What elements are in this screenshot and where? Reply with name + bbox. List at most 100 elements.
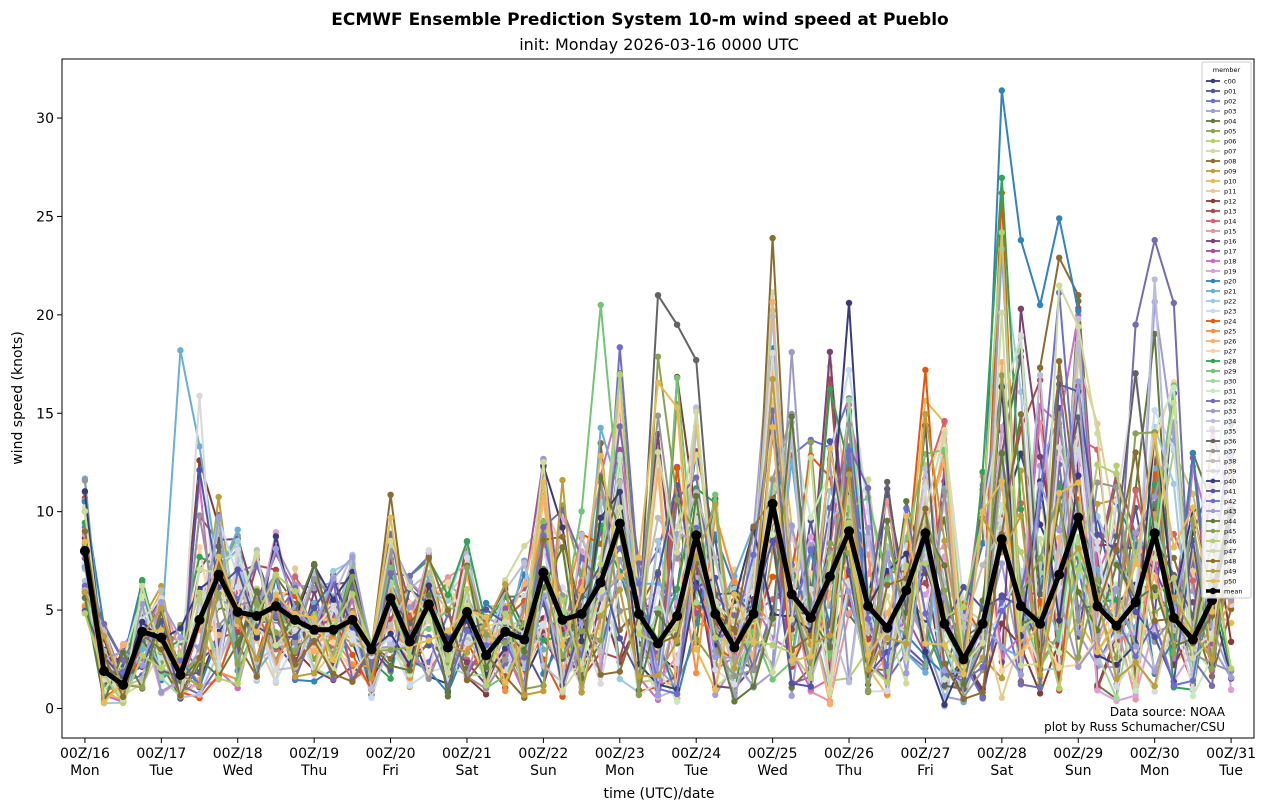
member-point — [521, 559, 528, 567]
mean-point — [79, 546, 90, 556]
legend-item: p13 — [1206, 207, 1236, 215]
member-point — [769, 669, 776, 676]
legend-label: p15 — [1224, 227, 1236, 235]
member-point — [673, 585, 681, 592]
x-tick-label-day: Mon — [70, 763, 100, 779]
member-point — [502, 656, 509, 663]
member-point — [425, 637, 432, 644]
member-point — [960, 613, 967, 621]
member-point — [616, 573, 623, 581]
member-point — [845, 366, 853, 374]
member-point — [998, 675, 1005, 682]
legend-marker — [1210, 428, 1216, 434]
member-point — [100, 699, 108, 706]
legend-marker — [1210, 308, 1216, 314]
member-point — [826, 348, 834, 356]
mean-point — [672, 611, 683, 621]
member-point — [884, 687, 891, 695]
member-point — [272, 545, 280, 552]
member-point — [387, 641, 394, 648]
member-point — [1227, 674, 1235, 681]
member-point — [234, 583, 241, 591]
member-point — [463, 538, 471, 545]
member-point — [253, 655, 260, 663]
member-point — [788, 349, 795, 356]
member-point — [826, 632, 834, 639]
legend-label: p30 — [1224, 377, 1236, 385]
member-point — [425, 616, 432, 623]
member-point — [1094, 538, 1101, 546]
member-point — [845, 471, 853, 478]
member-point — [922, 505, 929, 512]
member-point — [1075, 545, 1082, 552]
member-point — [1189, 677, 1197, 684]
member-point — [1056, 358, 1063, 365]
member-point — [1113, 694, 1120, 702]
member-point — [1132, 659, 1139, 666]
legend-marker — [1210, 438, 1216, 444]
member-point — [311, 560, 318, 568]
member-point — [1132, 321, 1139, 328]
member-point — [330, 602, 337, 609]
member-point — [998, 694, 1005, 702]
member-point — [922, 465, 929, 472]
member-point — [845, 299, 853, 307]
member-point — [922, 560, 929, 567]
y-tick-label: 25 — [36, 209, 54, 225]
legend-marker — [1210, 208, 1216, 214]
legend-item: p37 — [1206, 447, 1236, 455]
mean-point — [844, 526, 854, 537]
member-point — [387, 646, 394, 654]
legend-label: p35 — [1224, 427, 1236, 435]
x-tick-label-time: 00Z/20 — [366, 746, 416, 762]
member-point — [769, 375, 776, 383]
member-point — [693, 356, 700, 364]
legend-label: p23 — [1224, 307, 1236, 315]
legend-label: p45 — [1224, 527, 1236, 535]
mean-point — [538, 567, 549, 578]
member-point — [349, 568, 356, 576]
mean-point — [1092, 601, 1103, 612]
member-point — [253, 673, 260, 680]
member-point — [788, 616, 795, 623]
member-point — [845, 610, 853, 617]
member-point — [196, 544, 203, 551]
legend-marker — [1210, 108, 1216, 114]
member-point — [521, 691, 528, 699]
member-point — [864, 524, 872, 532]
member-point — [826, 554, 834, 562]
member-point — [1036, 301, 1044, 309]
member-point — [139, 618, 146, 626]
legend-item: p23 — [1206, 307, 1236, 315]
member-point — [291, 639, 299, 646]
legend-marker — [1210, 128, 1216, 134]
member-point — [1056, 527, 1063, 534]
member-point — [616, 607, 623, 615]
member-point — [196, 566, 203, 573]
legend-label: p44 — [1224, 517, 1236, 525]
legend-item: p05 — [1206, 127, 1236, 135]
member-point — [1017, 681, 1025, 688]
member-point — [1151, 236, 1158, 244]
member-point — [1075, 315, 1082, 323]
member-point — [616, 675, 623, 683]
member-point — [559, 652, 566, 659]
member-point — [1056, 282, 1063, 289]
member-point — [922, 648, 929, 656]
member-point — [559, 533, 566, 540]
member-point — [826, 504, 834, 512]
legend-item: p22 — [1206, 297, 1236, 305]
member-point — [330, 575, 337, 582]
member-point — [903, 680, 910, 687]
member-point — [884, 634, 891, 642]
member-point — [693, 599, 700, 606]
legend-label: p11 — [1224, 187, 1236, 195]
member-point — [406, 604, 413, 611]
legend-label: p39 — [1224, 467, 1236, 475]
member-point — [826, 644, 834, 651]
member-point — [1170, 299, 1178, 307]
member-point — [463, 649, 471, 656]
member-point — [100, 633, 108, 640]
member-point — [750, 523, 757, 530]
member-point — [272, 571, 280, 578]
